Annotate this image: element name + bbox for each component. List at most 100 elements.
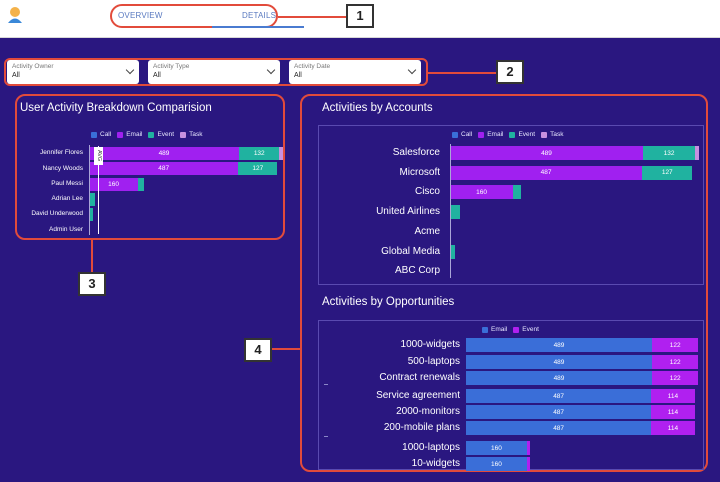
filter-value: All xyxy=(294,72,302,79)
legend-swatch-event xyxy=(509,131,516,138)
user-activity-title: User Activity Breakdown Comparision xyxy=(20,102,212,114)
callout-4-line xyxy=(272,348,300,350)
user-activity-legend: Call Email Event Task xyxy=(91,131,202,138)
row-label-1000-laptops: 1000-laptops xyxy=(402,442,460,453)
bar-1000-widgets-event[interactable]: 122 xyxy=(652,338,699,352)
data-label: 489 xyxy=(541,149,552,157)
callout-4: 4 xyxy=(244,338,272,362)
legend-swatch-event xyxy=(148,131,155,138)
bar-adrian-lee-event[interactable] xyxy=(89,192,96,206)
data-label: 489 xyxy=(553,358,565,366)
legend-call: Call xyxy=(100,131,112,138)
bar-1000-widgets-email[interactable]: 489 xyxy=(466,338,652,352)
bar-cisco-email[interactable]: 160 xyxy=(450,185,514,200)
bar-500-laptops-email[interactable]: 489 xyxy=(466,355,652,369)
data-label: 132 xyxy=(253,150,265,157)
row-label-global-media: Global Media xyxy=(381,245,440,257)
legend-swatch-email xyxy=(478,131,485,138)
row-label-united-airlines: United Airlines xyxy=(376,206,440,218)
legend-swatch-email xyxy=(482,326,488,333)
bar-nancy-woods-email[interactable]: 487 xyxy=(89,162,239,176)
data-label: 160 xyxy=(108,180,119,188)
row-label-nancy-woods: Nancy Woods xyxy=(42,164,83,172)
legend-task: Task xyxy=(550,131,564,138)
bar-paul-messi-email[interactable]: 160 xyxy=(89,177,139,191)
data-label: 489 xyxy=(553,341,565,349)
data-label: 122 xyxy=(669,358,681,366)
bar-jennifer-flores-task[interactable] xyxy=(279,147,283,160)
bar-10-widgets-email[interactable]: 160 xyxy=(466,457,527,471)
bar-microsoft-event[interactable]: 127 xyxy=(642,165,693,180)
legend-swatch-call xyxy=(452,131,458,138)
accounts-chart-frame xyxy=(318,125,704,285)
bar-contract-renewals-email[interactable]: 489 xyxy=(466,371,652,385)
active-tab-indicator xyxy=(212,26,304,28)
accounts-title: Activities by Accounts xyxy=(322,102,433,114)
bar-service-agreement-event[interactable]: 114 xyxy=(651,389,695,403)
data-label: 122 xyxy=(669,374,681,382)
bar-salesforce-email[interactable]: 489 xyxy=(450,146,643,160)
legend-swatch-task xyxy=(541,131,548,138)
activity-owner-filter[interactable]: Activity Owner All xyxy=(7,60,139,84)
average-tag: AVG xyxy=(94,147,103,165)
data-label: 160 xyxy=(490,444,502,452)
bar-global-media-event[interactable] xyxy=(450,244,455,259)
callout-3-line xyxy=(91,240,93,272)
activity-type-filter[interactable]: Activity Type All xyxy=(148,60,280,84)
row-label-service-agreement: Service agreement xyxy=(376,390,460,401)
bar-1000-laptops-email[interactable]: 160 xyxy=(466,441,527,455)
bar-200-mobile-plans-event[interactable]: 114 xyxy=(651,421,695,435)
callout-3: 3 xyxy=(78,272,106,296)
row-label-paul-messi: Paul Messi xyxy=(51,179,83,187)
tabs-highlight xyxy=(110,4,278,28)
activity-date-filter[interactable]: Activity Date All xyxy=(289,60,421,84)
filter-label: Activity Type xyxy=(153,63,190,70)
tab-overview[interactable]: OVERVIEW xyxy=(118,11,163,20)
bar-nancy-woods-event[interactable]: 127 xyxy=(238,162,278,176)
row-label-200-mobile-plans: 200-mobile plans xyxy=(383,422,460,433)
chart1-axis xyxy=(89,145,90,235)
data-label: 489 xyxy=(158,150,170,157)
row-label-1000-widgets: 1000-widgets xyxy=(400,339,460,350)
legend-email: Email xyxy=(487,131,504,138)
bar-jennifer-flores-event[interactable]: 132 xyxy=(239,147,280,160)
data-label: 487 xyxy=(553,424,565,432)
bar-2000-monitors-email[interactable]: 487 xyxy=(466,405,652,419)
app-logo-icon xyxy=(8,7,22,23)
row-label-abc-corp: ABC Corp xyxy=(394,265,440,277)
average-line xyxy=(98,146,99,234)
data-label: 127 xyxy=(252,165,264,173)
data-label: 160 xyxy=(490,460,502,468)
legend-swatch-call xyxy=(91,131,97,138)
user-activity-panel xyxy=(15,94,285,240)
row-label-contract-renewals: Contract renewals xyxy=(379,372,460,383)
bar-10-widgets-event[interactable] xyxy=(526,457,530,471)
bar-salesforce-event[interactable]: 132 xyxy=(643,146,696,160)
callout-2: 2 xyxy=(496,60,524,84)
bar-salesforce-task[interactable] xyxy=(695,146,700,160)
bar-microsoft-email[interactable]: 487 xyxy=(450,165,643,180)
bar-service-agreement-email[interactable]: 487 xyxy=(466,389,652,403)
row-label-admin-user: Admin User xyxy=(49,225,83,233)
bar-united-airlines-event[interactable] xyxy=(450,205,460,220)
legend-event: Event xyxy=(518,131,536,138)
legend-email: Email xyxy=(491,326,508,333)
bar-200-mobile-plans-email[interactable]: 487 xyxy=(466,421,652,435)
chevron-down-icon xyxy=(125,65,135,75)
data-label: 487 xyxy=(553,392,565,400)
tab-details[interactable]: DETAILS xyxy=(242,11,277,20)
bar-jennifer-flores-email[interactable]: 489 xyxy=(89,147,239,160)
data-label: 487 xyxy=(540,169,552,177)
bar-cisco-event[interactable] xyxy=(513,185,522,200)
bar-1000-laptops-event[interactable] xyxy=(526,441,530,455)
opportunities-legend: Email Event xyxy=(482,326,539,333)
bar-paul-messi-event[interactable] xyxy=(138,177,145,191)
bar-contract-renewals-event[interactable]: 122 xyxy=(652,371,699,385)
row-label-500-laptops: 500-laptops xyxy=(407,356,460,367)
group-separator xyxy=(324,436,328,437)
chevron-down-icon xyxy=(407,65,417,75)
legend-event: Event xyxy=(157,131,175,138)
bar-2000-monitors-event[interactable]: 114 xyxy=(651,405,695,419)
bar-david-underwood-event[interactable] xyxy=(89,208,93,222)
bar-500-laptops-event[interactable]: 122 xyxy=(652,355,699,369)
